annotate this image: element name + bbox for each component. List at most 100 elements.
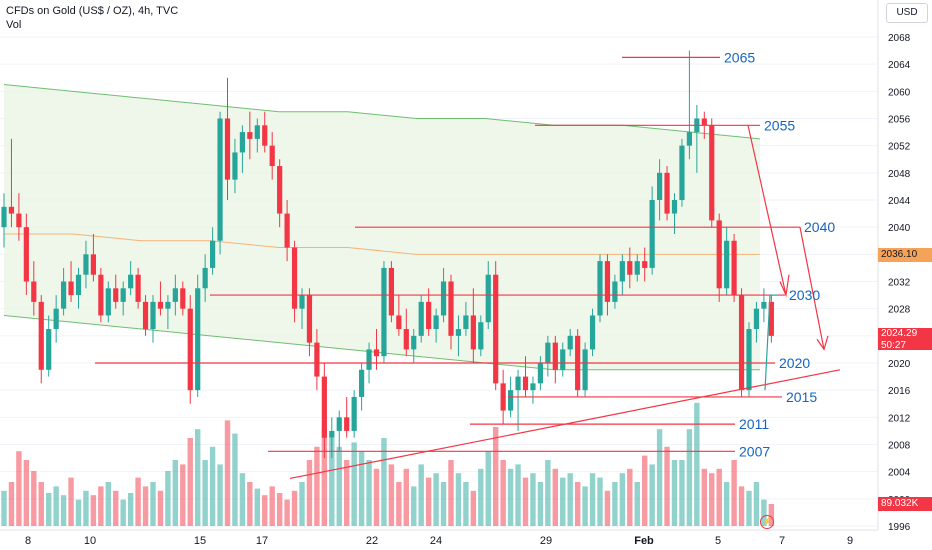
volume-bar	[634, 482, 640, 526]
candle	[746, 322, 752, 397]
candle-body	[157, 301, 164, 309]
last-price: 2024.29	[881, 328, 918, 339]
candle	[1, 193, 7, 248]
x-tick-label: 17	[256, 535, 268, 547]
candle	[344, 396, 350, 438]
candle-body	[98, 274, 104, 316]
candle	[61, 267, 67, 316]
candle	[351, 390, 357, 438]
volume-bar	[485, 451, 491, 526]
volume-bar	[716, 468, 722, 526]
last-price-tag: 2024.29 50:27	[878, 328, 932, 351]
candle-body	[128, 274, 134, 289]
candle-body	[61, 281, 67, 309]
volume-bar	[291, 490, 298, 526]
candle-body	[53, 308, 59, 330]
y-tick-label: 2012	[888, 413, 911, 424]
candle-body	[403, 329, 409, 350]
candle-body	[38, 301, 44, 370]
candle-body	[165, 301, 171, 309]
candle	[38, 295, 44, 384]
candle-body	[210, 240, 216, 268]
candle-body	[314, 342, 320, 377]
arrowhead-2	[816, 335, 829, 351]
volume-bar	[262, 495, 268, 526]
level-lines	[95, 56, 800, 452]
currency-selector[interactable]: USD	[886, 3, 928, 23]
candle-body	[560, 349, 566, 370]
volume-bar	[522, 477, 529, 526]
candle-body	[321, 376, 327, 438]
y-tick-label: 2040	[888, 223, 911, 234]
candle-body	[753, 308, 760, 330]
y-tick-label: 2048	[888, 169, 911, 180]
candle	[128, 261, 134, 296]
volume-bar	[53, 486, 59, 526]
x-tick-label: 10	[84, 535, 96, 547]
series-line-0	[3, 84, 761, 140]
candle	[306, 288, 313, 357]
candle-body	[46, 329, 52, 370]
x-tick-label: 29	[540, 535, 552, 547]
volume-price-tag: 89.032K	[878, 497, 932, 511]
y-tick-label: 2044	[888, 196, 911, 207]
volume-bar	[411, 486, 417, 526]
candle-body	[731, 240, 737, 296]
candle-body	[195, 288, 201, 391]
candle	[396, 295, 402, 336]
candle-body	[172, 288, 178, 302]
candle-body	[254, 125, 260, 139]
level-label-2020: 2020	[779, 355, 810, 371]
candle-body	[657, 172, 663, 200]
volume-bar	[433, 473, 439, 526]
candle	[627, 247, 633, 289]
candle	[589, 308, 596, 357]
candle-body	[716, 220, 722, 289]
volume-bar	[157, 490, 164, 526]
volume-bar	[195, 429, 201, 526]
candle	[448, 274, 454, 350]
candle	[187, 295, 193, 404]
candle	[284, 200, 290, 262]
candle	[262, 111, 268, 153]
candle	[582, 342, 588, 397]
volume-bar	[299, 482, 305, 526]
bar-countdown: 50:27	[881, 340, 907, 351]
volume-legend: Vol	[6, 19, 22, 31]
candle	[537, 356, 543, 391]
volume-bar	[75, 499, 82, 526]
candle	[418, 295, 424, 343]
volume-bar	[530, 473, 536, 526]
candle	[463, 301, 469, 336]
volume-bar	[649, 464, 655, 526]
lightning-icon[interactable]: ⚡	[760, 515, 774, 529]
volume-bar	[396, 482, 402, 526]
level-label-2065: 2065	[724, 49, 755, 65]
candle	[686, 50, 692, 160]
candle-body	[306, 295, 313, 343]
candle-body	[373, 349, 380, 357]
volume-bar	[150, 482, 156, 526]
x-tick-label: Feb	[634, 535, 654, 547]
candle-body	[709, 125, 715, 221]
volume-bar	[366, 460, 372, 526]
forecast-arrow-2	[799, 227, 825, 350]
volume-bar	[284, 499, 290, 526]
volume-bar	[329, 438, 335, 526]
candle	[16, 193, 22, 241]
candle-body	[120, 288, 126, 302]
candle-body	[724, 240, 730, 289]
volume-bar	[709, 473, 715, 526]
volume-bar	[403, 468, 409, 526]
support-trendline	[289, 369, 841, 480]
volume-bar	[723, 482, 730, 526]
candle	[157, 281, 164, 316]
candle-body	[269, 145, 275, 167]
volume-bar	[68, 477, 74, 526]
volume-bar	[135, 477, 141, 526]
volume-bar	[105, 482, 111, 526]
candle	[634, 254, 640, 282]
candle-body	[671, 200, 678, 214]
candle	[642, 247, 648, 282]
